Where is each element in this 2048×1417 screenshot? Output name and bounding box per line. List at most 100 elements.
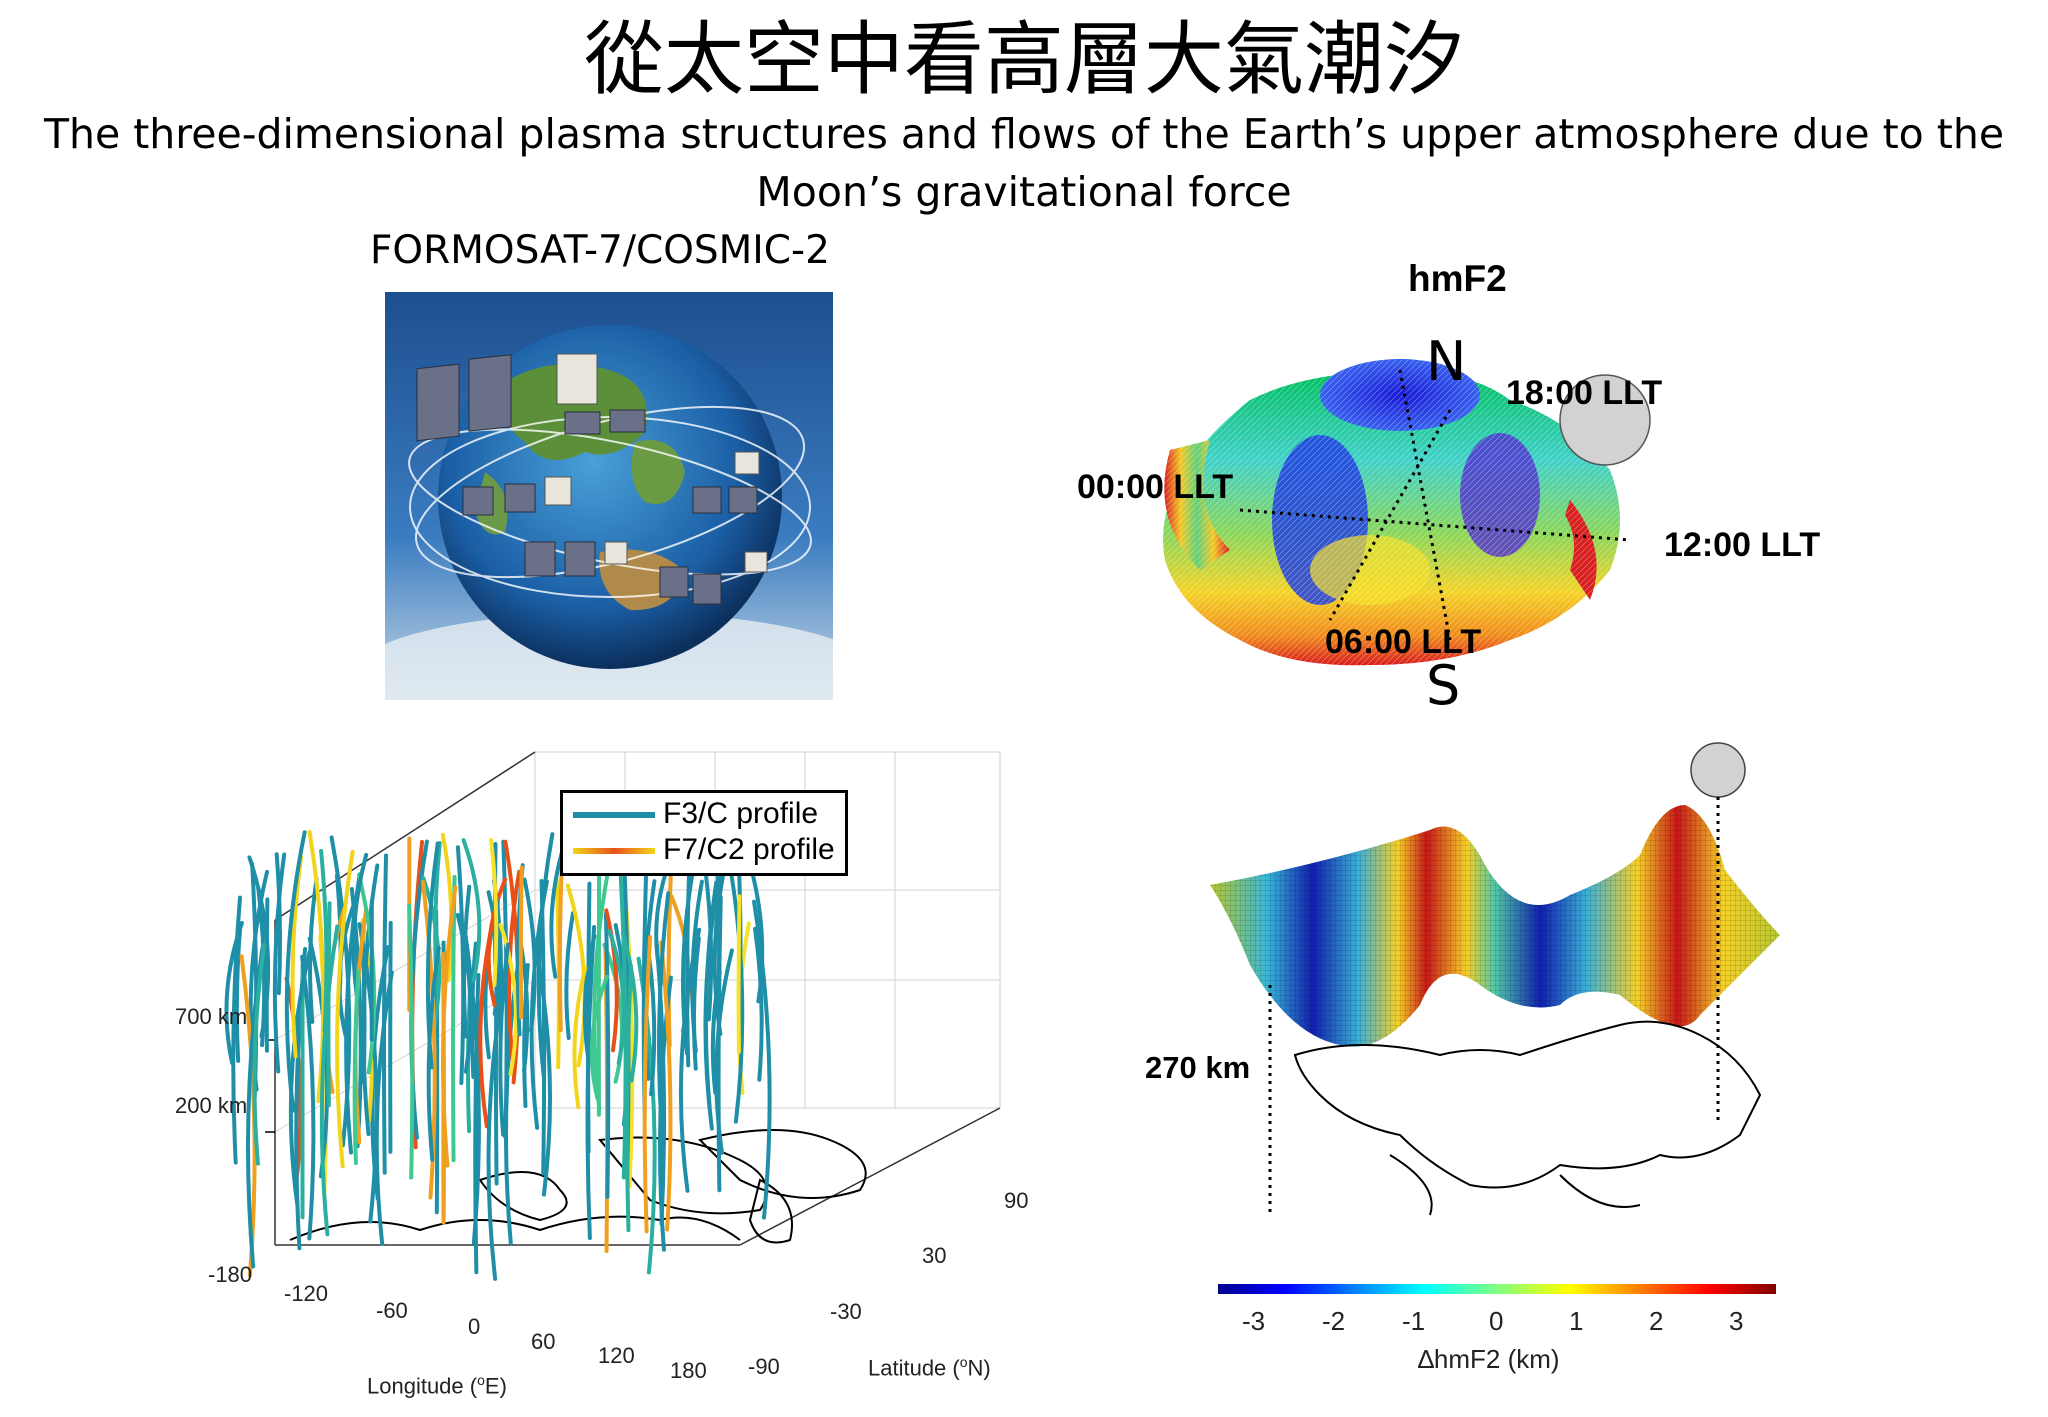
- f7c2-profile-line: [572, 965, 588, 1110]
- satellite-label: FORMOSAT-7/COSMIC-2: [370, 228, 830, 273]
- f7c2-profile-line: [592, 869, 611, 1111]
- legend-item-f7c2: F7/C2 profile: [573, 833, 835, 867]
- f7c2-profile-line: [319, 924, 340, 1237]
- f3c-profile-line: [300, 954, 316, 1241]
- f3c-profile-line: [657, 891, 671, 1140]
- f3c-profile-line: [749, 867, 765, 1004]
- lon-tick-0: 0: [468, 1314, 481, 1339]
- colorbar-tick: 3: [1729, 1306, 1744, 1336]
- colorbar: [1218, 1284, 1776, 1294]
- f3c-profile-line: [603, 911, 611, 1199]
- lon-tick-60: 60: [531, 1329, 556, 1354]
- colorbar-tick: -3: [1242, 1306, 1266, 1336]
- lon-tick-180: 180: [670, 1358, 707, 1383]
- llt-12-label: 12:00 LLT: [1664, 526, 1821, 564]
- lon-tick-120: 120: [598, 1343, 635, 1368]
- longitude-label-text: Longitude (: [367, 1373, 478, 1399]
- f7c2-profile-line: [518, 865, 524, 1020]
- f3c-profile-line: [426, 945, 441, 1162]
- f3c-profile-line: [307, 936, 330, 1179]
- altitude-label: 270 km: [1145, 1050, 1251, 1085]
- f3c-profile-line: [274, 852, 283, 996]
- llt-00-label: 00:00 LLT: [1077, 468, 1234, 506]
- f3c-profile-line: [564, 911, 575, 1041]
- legend-swatch-f7c2: [573, 848, 655, 855]
- f3c-profile-line: [455, 912, 473, 1074]
- profile-legend: F3/C profile F7/C2 profile: [560, 790, 848, 876]
- profile-3d-plot: [224, 751, 1001, 1281]
- south-label: S: [1426, 654, 1461, 717]
- f7c2-profile-line: [620, 931, 639, 1083]
- longitude-degree-sup: o: [477, 1372, 485, 1388]
- f7c2-profile-line: [607, 929, 626, 1066]
- f3c-profile-line: [486, 963, 509, 1281]
- f7c2-profile-line: [407, 903, 415, 1180]
- f3c-profile-line: [549, 849, 565, 979]
- legend-label-f7c2: F7/C2 profile: [663, 833, 835, 866]
- f3c-profile-line: [357, 922, 379, 1224]
- f7c2-profile-line: [461, 838, 482, 983]
- lat-tick-m30: -30: [830, 1299, 862, 1324]
- f7c2-profile-line: [352, 969, 361, 1166]
- lat-tick-90: 90: [1004, 1188, 1029, 1213]
- f7c2-profile-line: [290, 854, 304, 1059]
- page-subtitle: The three-dimensional plasma structures …: [43, 110, 2005, 216]
- page-title: 從太空中看高層大氣潮汐: [584, 13, 1464, 106]
- f3c-profile-line: [234, 921, 243, 1063]
- f3c-profile-line: [536, 832, 555, 1078]
- lat-tick-30: 30: [922, 1243, 947, 1268]
- f3c-profile-line: [374, 970, 394, 1246]
- lat-tick-m90: -90: [748, 1354, 780, 1379]
- colorbar-ticks: -3 -2 -1 0 1 2 3: [1218, 1306, 1776, 1338]
- z-tick-700: 700 km: [175, 1004, 248, 1029]
- lon-tick-m120: -120: [284, 1281, 329, 1306]
- north-label: N: [1426, 330, 1467, 393]
- f3c-profile-line: [752, 899, 772, 1220]
- f3c-profile-line: [231, 895, 243, 1165]
- legend-label-f3c: F3/C profile: [663, 797, 819, 830]
- f7c2-profile-line: [659, 940, 673, 1232]
- f3c-profile-line: [680, 861, 697, 1056]
- llt-06-label: 06:00 LLT: [1325, 623, 1482, 661]
- f7c2-profile-line: [602, 942, 624, 1084]
- hmf2-globe-plot: [1150, 359, 1651, 680]
- colorbar-tick: -1: [1402, 1306, 1426, 1336]
- f3c-profile-line: [753, 926, 764, 1082]
- colorbar-tick: 0: [1489, 1306, 1504, 1336]
- earth-satellite-image: [385, 292, 833, 700]
- longitude-unit: E): [484, 1373, 507, 1399]
- f7c2-profile-line: [589, 974, 609, 1100]
- f3c-profile-line: [703, 880, 719, 1109]
- f7c2-profile-line: [478, 894, 501, 1129]
- longitude-axis-label: Longitude (oE): [367, 1372, 507, 1399]
- legend-item-f3c: F3/C profile: [573, 797, 818, 831]
- f7c2-profile-line: [489, 837, 499, 987]
- f7c2-profile-line: [498, 922, 519, 1077]
- z-tick-200: 200 km: [175, 1093, 248, 1118]
- f3c-profile-line: [678, 927, 702, 1193]
- latitude-unit: N): [967, 1355, 991, 1381]
- lon-tick-m60: -60: [376, 1298, 408, 1323]
- hmf2-title: hmF2: [1408, 258, 1507, 299]
- latitude-degree-sup: o: [959, 1354, 968, 1370]
- lon-tick-m180: -180: [208, 1262, 253, 1287]
- f3c-profile-line: [455, 845, 466, 1086]
- f7c2-profile-line: [335, 849, 355, 1169]
- f3c-profile-line: [308, 877, 319, 1024]
- hmf2-surface-plot: [1210, 742, 1780, 1216]
- colorbar-label: ∆hmF2 (km): [1418, 1344, 1560, 1374]
- colorbar-tick: -2: [1322, 1306, 1346, 1336]
- f7c2-profile-line: [252, 943, 267, 1166]
- f7c2-profile-line: [604, 908, 619, 1053]
- colorbar-tick: 1: [1569, 1306, 1584, 1336]
- llt-18-label: 18:00 LLT: [1506, 374, 1663, 412]
- f7c2-profile-line: [642, 934, 653, 1234]
- colorbar-tick: 2: [1649, 1306, 1664, 1336]
- f3c-profile-line: [247, 855, 271, 1039]
- latitude-axis-label: Latitude (oN): [868, 1354, 991, 1381]
- f3c-profile-line: [586, 881, 592, 1154]
- f7c2-profile-line: [441, 885, 458, 1168]
- latitude-label-text: Latitude (: [868, 1355, 960, 1381]
- f7c2-profile-line: [736, 894, 742, 1054]
- f3c-profile-line: [272, 852, 287, 1074]
